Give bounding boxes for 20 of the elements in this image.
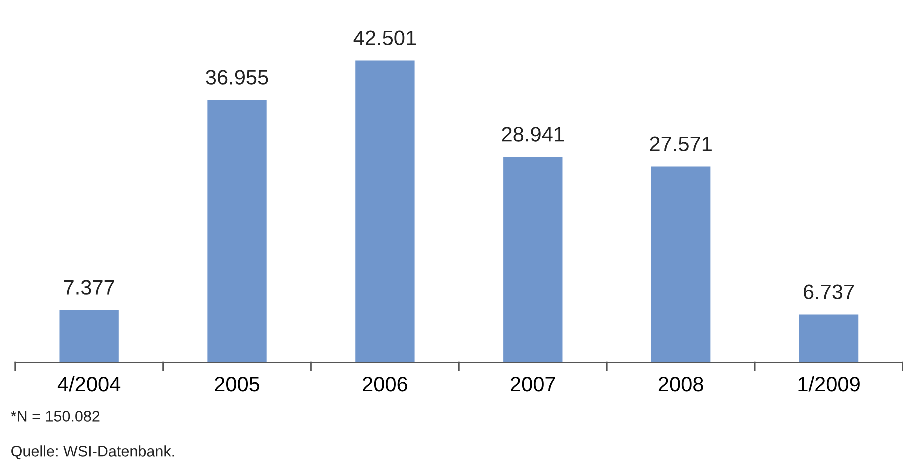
data-label: 6.737: [804, 284, 854, 300]
bar: [208, 100, 267, 363]
x-tick-label: 2005: [215, 376, 260, 392]
x-tick-label: 2006: [363, 376, 408, 392]
data-label: 42.501: [354, 30, 416, 46]
data-label: 7.377: [64, 280, 114, 295]
data-label: 27.571: [650, 136, 712, 152]
data-label: 28.941: [502, 127, 564, 142]
data-label: 36.955: [206, 70, 268, 85]
bar: [652, 166, 711, 363]
x-tick-label: 1/2009: [798, 376, 860, 392]
bar: [504, 157, 563, 363]
x-tick-label: 2008: [658, 376, 704, 392]
bar: [799, 314, 859, 363]
bar: [60, 310, 119, 363]
text: *N = 150.082: [11, 411, 100, 422]
bar: [356, 60, 415, 363]
x-tick-label: 2007: [511, 376, 556, 392]
x-tick-label: 4/2004: [58, 376, 121, 392]
source-note: Quelle: WSI-Datenbank.: [12, 446, 174, 460]
